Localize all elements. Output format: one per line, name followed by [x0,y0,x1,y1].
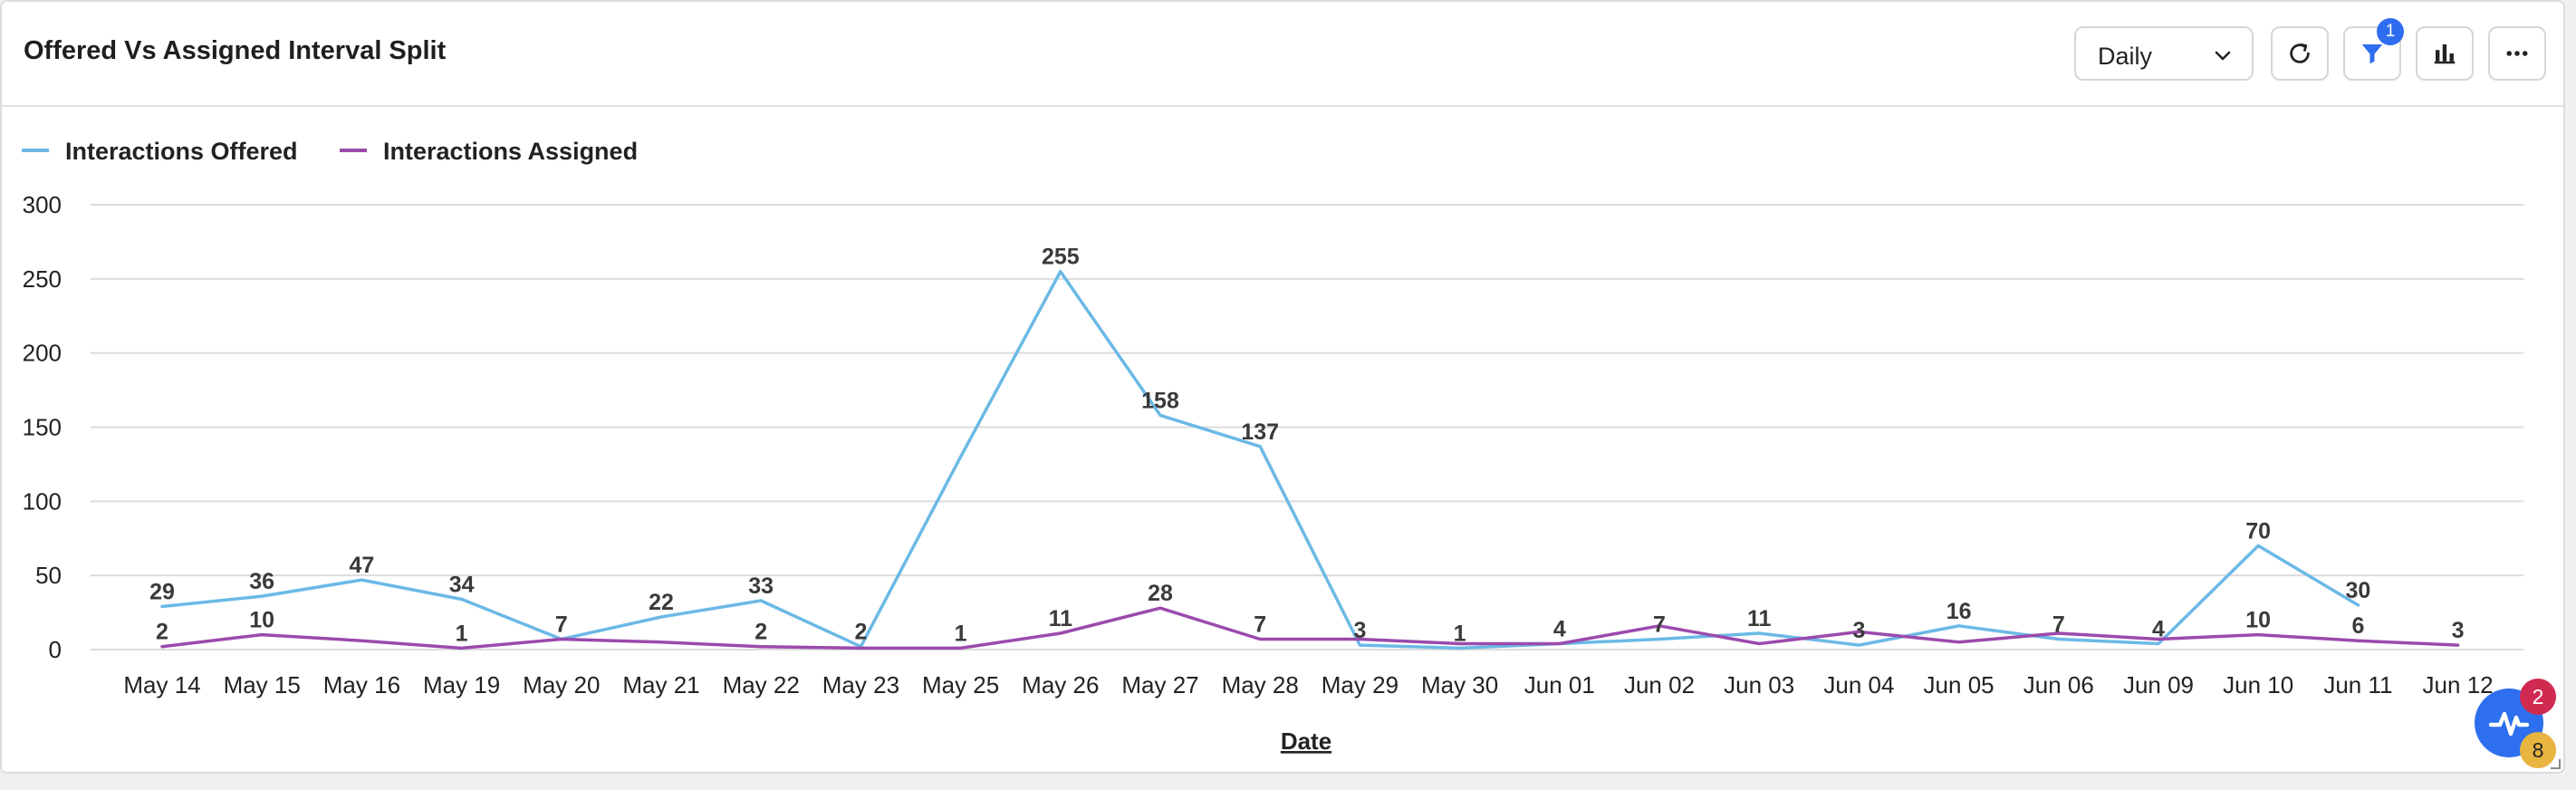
data-label-offered: 2 [854,620,867,645]
data-label-offered: 7 [1653,612,1666,638]
chart-grid [91,204,2523,650]
x-tick-label: May 22 [723,671,800,698]
data-label-assigned: 28 [1148,581,1173,606]
x-tick-label: May 20 [523,671,600,698]
data-label-offered: 29 [149,580,175,605]
data-label-assigned: 1 [955,621,967,646]
x-tick-label: May 27 [1121,671,1198,698]
legend-label-assigned[interactable]: Interactions Assigned [383,138,638,165]
refresh-button[interactable] [2271,26,2329,81]
data-label-offered: 7 [2052,612,2065,638]
chart-type-button[interactable] [2416,26,2474,81]
data-label-offered: 47 [349,553,374,578]
y-tick-label: 50 [35,562,62,589]
data-label-offered: 3 [1852,618,1865,643]
data-label-assigned: 3 [2452,618,2465,643]
data-label-offered: 137 [1241,419,1279,445]
more-icon [2506,51,2528,56]
x-tick-label: Jun 09 [2123,671,2194,698]
x-tick-label: Jun 12 [2423,671,2494,698]
data-label-offered: 11 [1747,606,1772,631]
bar-chart-icon [2434,44,2456,64]
data-label-offered: 33 [748,573,774,599]
data-label-offered: 30 [2345,578,2370,603]
resize-handle-icon[interactable] [2549,757,2562,770]
data-label-offered: 4 [2152,616,2165,641]
y-tick-label: 200 [23,340,62,367]
data-label-offered: 158 [1141,388,1179,413]
y-tick-label: 300 [23,191,62,218]
x-tick-label: May 29 [1322,671,1399,698]
x-tick-label: Jun 10 [2223,671,2293,698]
data-label-offered: 1 [1454,621,1466,646]
x-axis-ticks: May 14 May 15 May 16 May 19 May 20 May 21 May … [123,671,2493,698]
x-tick-label: May 23 [822,671,899,698]
filter-count-badge: 1 [2377,18,2404,45]
legend-label-offered[interactable]: Interactions Offered [65,138,298,165]
series-line-assigned[interactable] [160,606,2460,650]
x-tick-label: Jun 11 [2323,671,2392,698]
data-label-assigned: 2 [156,620,168,645]
y-tick-label: 150 [23,414,62,441]
x-tick-label: May 28 [1222,671,1299,698]
status-badge-warnings: 8 [2520,732,2556,768]
data-label-offered: 3 [1353,618,1366,643]
more-options-button[interactable] [2488,26,2546,81]
x-tick-label: May 25 [922,671,999,698]
x-tick-label: May 16 [323,671,400,698]
data-label-offered: 36 [249,569,274,594]
x-tick-label: Jun 02 [1624,671,1695,698]
refresh-icon [2290,43,2310,63]
x-tick-label: May 30 [1421,671,1498,698]
data-label-offered: 255 [1042,245,1080,270]
data-label-assigned: 11 [1049,606,1073,631]
x-tick-label: Jun 04 [1823,671,1894,698]
data-label-offered: 70 [2245,518,2271,544]
x-tick-label: May 15 [224,671,301,698]
series-line-offered[interactable] [160,269,2360,650]
data-label-assigned: 10 [249,608,274,633]
chart-series [160,269,2460,650]
data-label-offered: 22 [649,590,674,615]
x-tick-label: May 26 [1022,671,1099,698]
data-label-assigned: 10 [2245,608,2271,633]
widget-title: Offered Vs Assigned Interval Split [24,36,447,65]
data-label-offered: 7 [555,612,568,638]
status-badge-alerts: 2 [2520,679,2556,715]
y-tick-label: 250 [23,265,62,293]
y-tick-label: 100 [23,487,62,515]
pulse-icon [2488,711,2530,737]
interval-dropdown[interactable]: Daily [2074,26,2254,81]
x-tick-label: May 21 [622,671,699,698]
data-label-assigned: 1 [456,621,468,646]
y-axis-ticks: 0 50 100 150 200 250 300 [23,191,62,663]
y-tick-label: 0 [49,636,62,663]
data-label-offered: 4 [1553,616,1566,641]
x-tick-label: Jun 06 [2023,671,2094,698]
data-label-assigned: 6 [2351,613,2364,639]
data-label-assigned: 7 [1254,612,1266,638]
data-label-offered: 16 [1946,599,1972,624]
chart-legend: Interactions Offered Interactions Assign… [22,138,638,165]
x-tick-label: Jun 03 [1724,671,1794,698]
interval-dropdown-value: Daily [2098,43,2153,70]
x-tick-label: Jun 05 [1924,671,1994,698]
chevron-down-icon [2215,51,2231,61]
x-tick-label: May 19 [423,671,500,698]
x-tick-label: May 14 [123,671,200,698]
data-label-assigned: 2 [755,620,767,645]
data-label-offered: 34 [449,572,475,597]
card-header: Offered Vs Assigned Interval Split Daily… [2,2,2563,107]
x-axis-title: Date [1281,727,1331,755]
filter-icon [2361,44,2383,64]
x-tick-label: Jun 01 [1524,671,1595,698]
